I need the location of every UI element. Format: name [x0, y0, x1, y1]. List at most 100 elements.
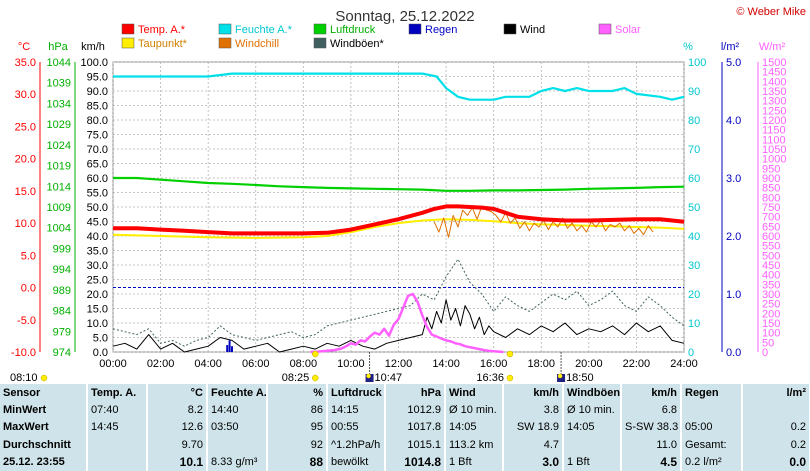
rain-tick-label: 2.0 — [726, 231, 741, 243]
stats-cell-info: 14:05 — [563, 418, 622, 437]
solar-tick-label: 150 — [762, 318, 780, 330]
temp-tick-label: 15.0 — [15, 186, 36, 198]
x-tick-label: 04:00 — [194, 358, 222, 370]
wind-tick-label: 80.0 — [87, 115, 108, 127]
stats-cell-info — [87, 453, 148, 471]
legend-label: Wind — [520, 24, 545, 36]
stats-header-label: Temp. A. — [87, 384, 148, 402]
grid-layer — [112, 61, 685, 353]
temp-tick-label: 5.0 — [21, 250, 36, 262]
solar-tick-label: 850 — [762, 183, 780, 195]
rain-tick-label: 4.0 — [726, 115, 741, 127]
solar-tick-label: 350 — [762, 279, 780, 291]
stats-cell-info: 113.2 km — [445, 436, 504, 454]
stats-cell-value: 1015.1 — [385, 436, 446, 454]
stats-cell-value: 1017.8 — [385, 418, 446, 437]
wind-tick-label: 25.0 — [87, 275, 108, 287]
humidity-tick-label: 90 — [688, 86, 700, 98]
solar-tick-label: 50 — [762, 337, 774, 349]
stats-cell-info: 00:55 — [327, 418, 386, 437]
moon-icon — [557, 373, 563, 379]
solar-tick-label: 600 — [762, 231, 780, 243]
stats-cell-value: 3.0 — [503, 453, 564, 471]
solar-tick-label: 1050 — [762, 144, 786, 156]
pressure-tick-label: 1029 — [47, 119, 71, 131]
x-tick-label: 08:00 — [290, 358, 318, 370]
stats-header-unit: % — [267, 384, 328, 402]
stats-header-sensor: Sensor — [0, 384, 88, 402]
stats-cell-value: S-SW 38.3 — [621, 418, 682, 437]
x-tick-label: 06:00 — [242, 358, 270, 370]
series-feuchte-a-line — [113, 72, 685, 101]
solar-tick-label: 1150 — [762, 125, 786, 137]
wind-tick-label: 45.0 — [87, 217, 108, 229]
solar-tick-label: 400 — [762, 270, 780, 282]
stats-cell-value: 9.70 — [147, 436, 208, 454]
sunrise-time: 08:25 — [282, 372, 310, 384]
stats-cell-info: 03:50 — [207, 418, 268, 437]
x-tick-label: 00:00 — [99, 358, 127, 370]
x-tick-label: 16:00 — [480, 358, 508, 370]
stats-header-unit: km/h — [503, 384, 564, 402]
series-wind-line — [112, 299, 685, 353]
rain-unit-label: l/m² — [721, 41, 740, 53]
stats-cell-info: Ø 10 min. — [445, 401, 504, 419]
solar-tick-label: 700 — [762, 212, 780, 224]
astro-dawn-time: 08:10 — [10, 372, 38, 384]
pressure-tick-label: 979 — [53, 326, 71, 338]
solar-tick-label: 1350 — [762, 86, 786, 98]
solar-tick-label: 1000 — [762, 154, 786, 166]
x-tick-label: 12:00 — [385, 358, 413, 370]
stats-cell-value: SW 18.9 — [503, 418, 564, 437]
temp-unit-label: °C — [18, 41, 30, 53]
rain-bar — [228, 340, 231, 352]
wind-tick-label: 35.0 — [87, 246, 108, 258]
stats-cell-info: Ø 10 min. — [563, 401, 622, 419]
temp-tick-label: 0.0 — [21, 283, 36, 295]
stats-cell-info: 14:40 — [207, 401, 268, 419]
wind-tick-label: 15.0 — [87, 304, 108, 316]
stats-cell-info: 14:45 — [87, 418, 148, 437]
x-tick-label: 18:00 — [527, 358, 555, 370]
pressure-tick-label: 1044 — [47, 57, 71, 69]
solar-tick-label: 800 — [762, 192, 780, 204]
sun-dot-icon — [311, 374, 319, 382]
solar-tick-label: 250 — [762, 299, 780, 311]
legend-swatch — [218, 37, 232, 49]
humidity-tick-label: 70 — [688, 144, 700, 156]
solar-tick-label: 1400 — [762, 76, 786, 88]
stats-cell-value: 3.8 — [503, 401, 564, 419]
humidity-tick-label: 20 — [688, 289, 700, 301]
chart-title: Sonntag, 25.12.2022 — [335, 8, 474, 25]
solar-tick-label: 1450 — [762, 67, 786, 79]
x-tick-label: 22:00 — [623, 358, 651, 370]
stats-cell-value: 92 — [267, 436, 328, 454]
legend-swatch — [313, 23, 327, 35]
moon-rise-time: 10:47 — [375, 372, 403, 384]
legend-swatch — [218, 23, 232, 35]
stats-header-label: Feuchte A. — [207, 384, 268, 402]
wind-tick-label: 40.0 — [87, 231, 108, 243]
legend-label: Solar — [615, 24, 641, 36]
stats-row-current: 25.12. 23:55 10.1 8.33 g/m³ 88 bewölkt 101… — [0, 453, 810, 471]
stats-row-label: 25.12. 23:55 — [0, 453, 88, 471]
sunset-time: 16:36 — [476, 372, 504, 384]
solar-tick-label: 200 — [762, 308, 780, 320]
stats-row-label: MaxWert — [0, 418, 88, 437]
pressure-tick-label: 999 — [53, 243, 71, 255]
humidity-tick-label: 60 — [688, 173, 700, 185]
pressure-tick-label: 1004 — [47, 223, 71, 235]
x-tick-label: 02:00 — [147, 358, 175, 370]
stats-header-label: Wind — [445, 384, 504, 402]
solar-tick-label: 950 — [762, 163, 780, 175]
wind-tick-label: 20.0 — [87, 289, 108, 301]
moon-rise-icon — [365, 374, 374, 382]
stats-cell-value: 88 — [267, 453, 328, 471]
temp-tick-label: 30.0 — [15, 89, 36, 101]
solar-tick-label: 300 — [762, 289, 780, 301]
stats-cell-info: 1 Bft — [445, 453, 504, 471]
legend: Temp. A.* Feuchte A.* Luftdruck Regen Wind So… — [121, 23, 641, 50]
x-tick-label: 24:00 — [670, 358, 698, 370]
humidity-tick-label: 10 — [688, 318, 700, 330]
series-temp-a-line — [113, 204, 685, 236]
